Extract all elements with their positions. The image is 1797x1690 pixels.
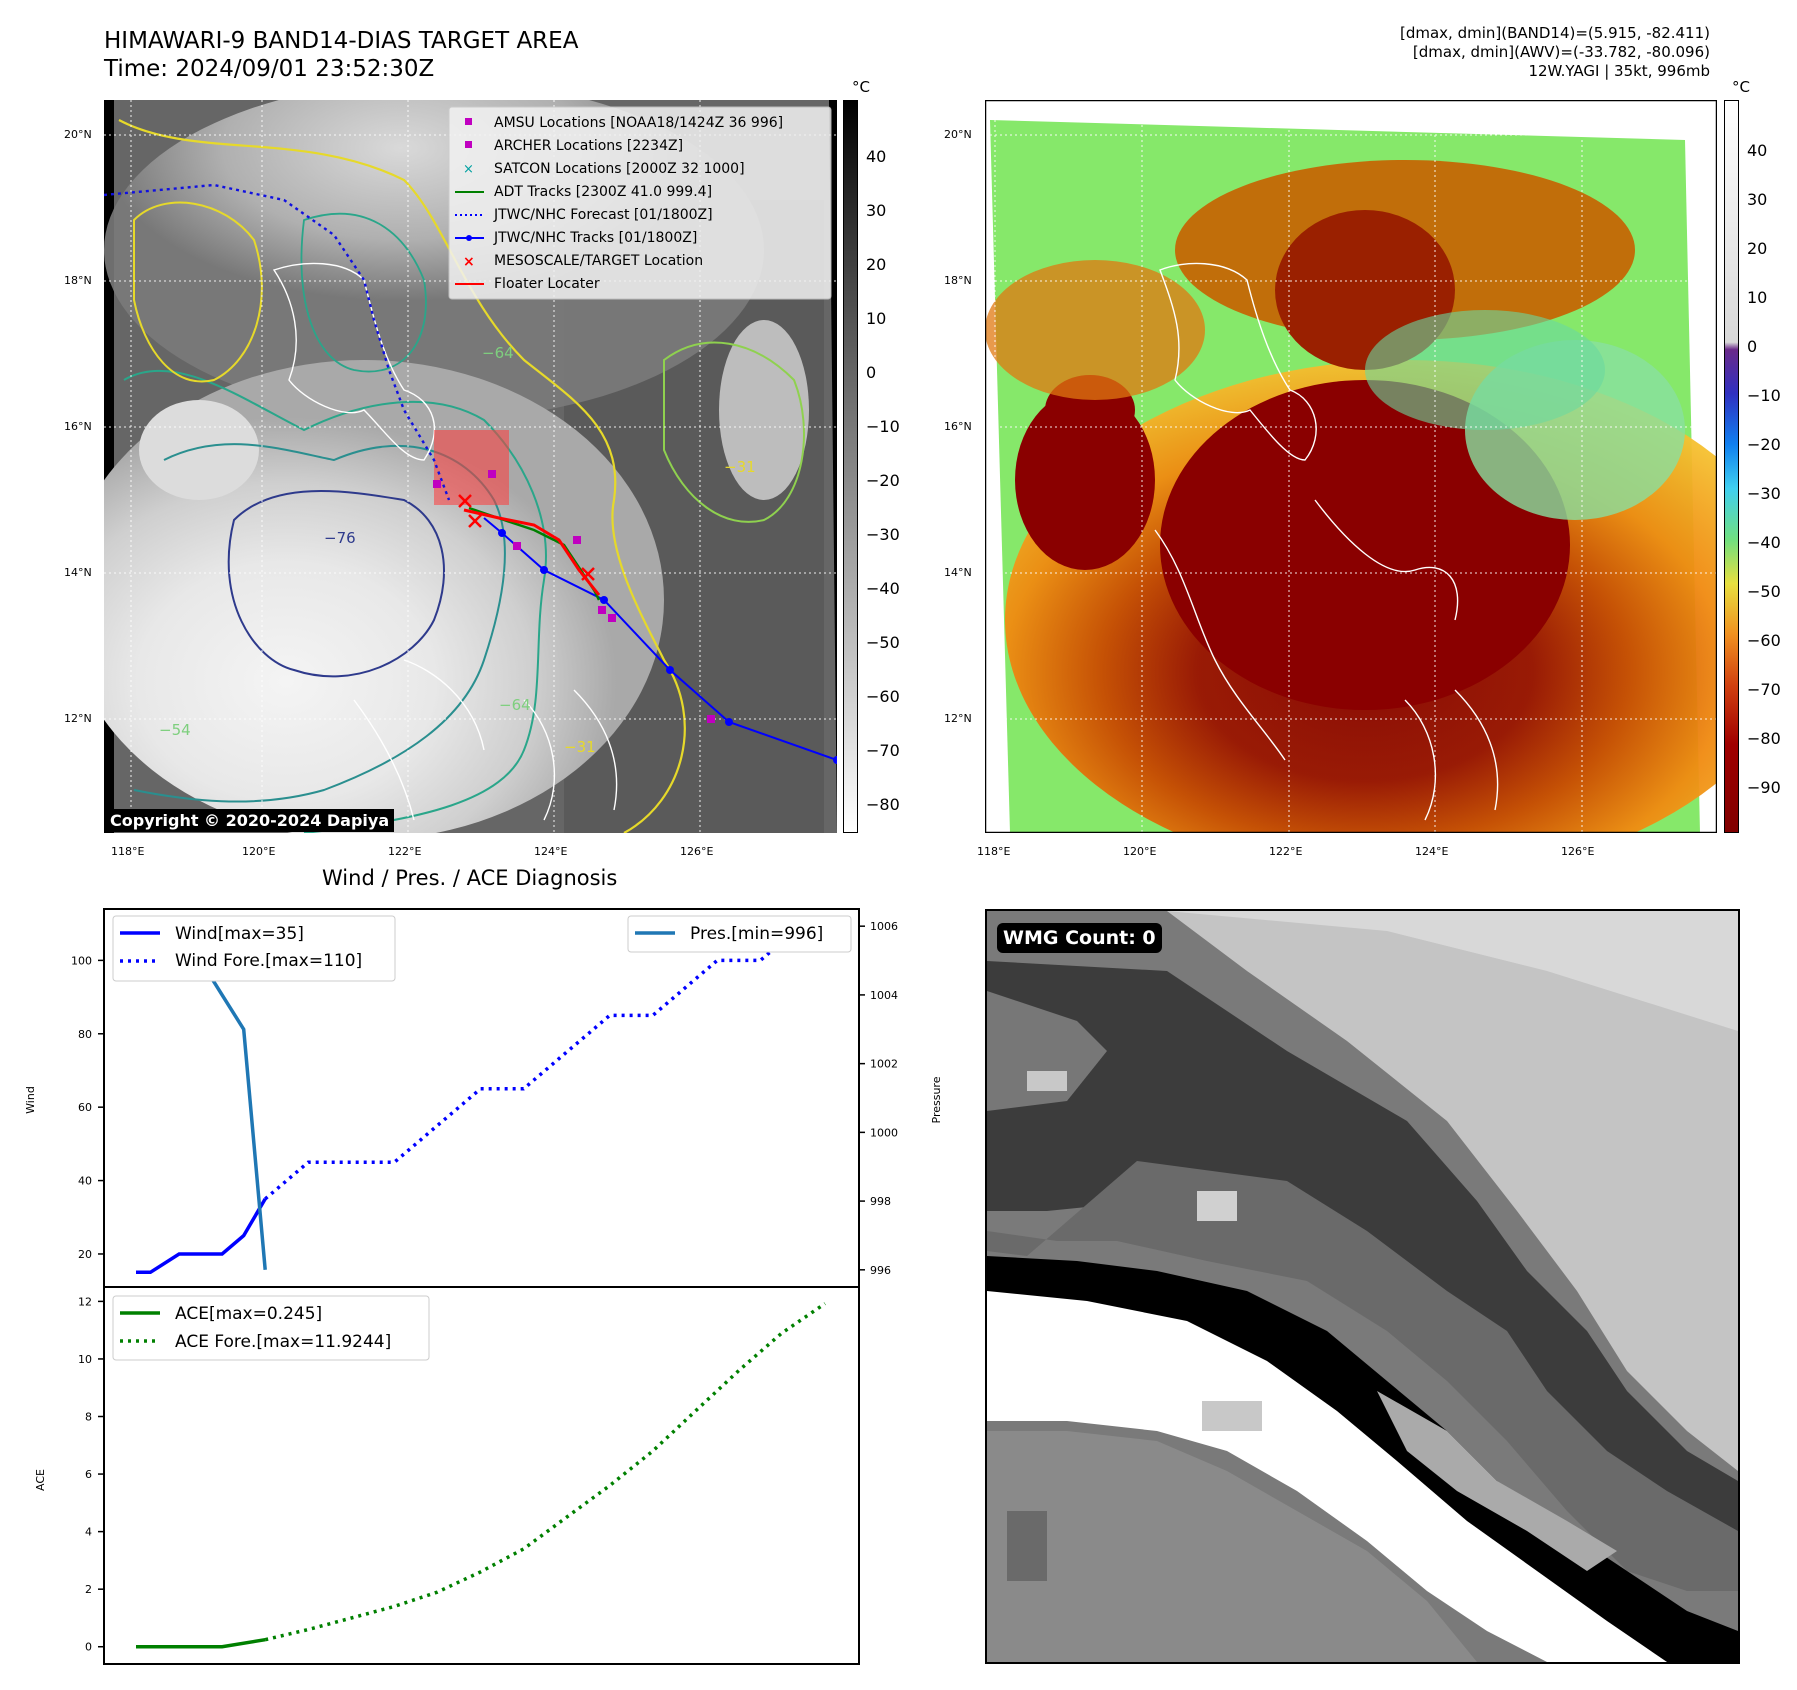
colorbar-unit-band14: °C: [852, 78, 870, 96]
ace-tick-label: 12: [78, 1295, 92, 1308]
legend-jtwc-tracks: JTWC/NHC Tracks [01/1800Z]: [493, 230, 697, 246]
legend-satcon: SATCON Locations [2000Z 32 1000]: [494, 161, 745, 177]
colorbar-band14: [843, 100, 858, 833]
legend-archer: ARCHER Locations [2234Z]: [494, 138, 683, 154]
copyright-label: Copyright © 2020-2024 Dapiya: [105, 809, 395, 832]
svg-text:−64: −64: [499, 696, 531, 714]
floater-locater: [463, 508, 601, 596]
pressure-axis-label: Pressure: [930, 1076, 940, 1123]
info-band14: [dmax, dmin](BAND14)=(5.915, -82.411): [1399, 24, 1710, 42]
ace-tick-label: 4: [85, 1526, 92, 1539]
pressure-tick-label: 1006: [870, 920, 898, 933]
map-legend: [448, 106, 832, 300]
wind-tick-label: 100: [71, 954, 92, 967]
pressure-tick-label: 1004: [870, 989, 898, 1002]
pressure-tick-label: 996: [870, 1264, 891, 1277]
lat-label-18n: 18°N: [64, 274, 92, 287]
lon-label-124e: 124°E: [534, 845, 568, 858]
ace-legend: [112, 1295, 430, 1361]
svg-text:−31: −31: [564, 738, 596, 756]
svg-text:×: ×: [463, 254, 475, 270]
target-area-box: [434, 430, 509, 505]
colorbar-awv: [1724, 100, 1739, 833]
awv-map: [984, 99, 1797, 880]
legend-target-location: MESOSCALE/TARGET Location: [494, 253, 703, 269]
wind-axis-label: Wind: [24, 1086, 37, 1114]
ace-tick-label: 8: [85, 1411, 92, 1424]
wmg-image: [987, 911, 1738, 1662]
awv-lat-label-14n: 14°N: [944, 566, 972, 579]
wind-legend: [112, 915, 396, 982]
jtwc-forecast-track: [103, 183, 451, 501]
ace-tick-label: 6: [85, 1468, 92, 1481]
ace-series-line: [136, 1637, 266, 1649]
colorbar-unit-awv: °C: [1732, 78, 1750, 96]
awv-lon-label-122e: 122°E: [1269, 845, 1303, 858]
svg-text:−76: −76: [324, 529, 356, 547]
awv-lon-label-118e: 118°E: [977, 845, 1011, 858]
wind-forecast-series-line: [264, 921, 825, 1201]
svg-text:−54: −54: [159, 721, 191, 739]
ace-legend-label: ACE[max=0.245]: [175, 1304, 322, 1324]
legend-floater: Floater Locater: [494, 276, 600, 292]
awv-map-panel: [984, 99, 1797, 880]
lon-label-118e: 118°E: [111, 845, 145, 858]
pressure-tick-label: 998: [870, 1195, 891, 1208]
lat-label-12n: 12°N: [64, 712, 92, 725]
awv-lon-label-126e: 126°E: [1561, 845, 1595, 858]
pres-legend-label: Pres.[min=996]: [690, 924, 823, 944]
pres-legend: [627, 915, 852, 953]
ace-forecast-series-line: [264, 1302, 826, 1642]
figure-title: HIMAWARI-9 BAND14-DIAS TARGET AREA: [104, 28, 579, 54]
info-awv: [dmax, dmin](AWV)=(-33.782, -80.096): [1412, 43, 1710, 61]
awv-lon-label-124e: 124°E: [1415, 845, 1449, 858]
legend-adt: ADT Tracks [2300Z 41.0 999.4]: [494, 184, 712, 200]
wmg-panel: WMG Count: 0: [985, 909, 1740, 1664]
svg-text:×: ×: [463, 162, 474, 177]
lat-label-20n: 20°N: [64, 128, 92, 141]
legend-jtwc-forecast: JTWC/NHC Forecast [01/1800Z]: [493, 207, 713, 223]
ace-fore-legend-label: ACE Fore.[max=11.9244]: [175, 1332, 391, 1352]
colorbar-band14-ticks: 40 30 20 10 0 −10 −20 −30 −40 −50 −60 −7…: [866, 147, 900, 814]
ace-tick-label: 2: [85, 1583, 92, 1596]
pressure-tick-label: 1002: [870, 1058, 898, 1071]
awv-lat-label-12n: 12°N: [944, 712, 972, 725]
diagnosis-title: Wind / Pres. / ACE Diagnosis: [322, 866, 618, 890]
awv-lat-label-18n: 18°N: [944, 274, 972, 287]
wmg-count-label: WMG Count: 0: [997, 923, 1162, 953]
svg-text:−31: −31: [724, 458, 756, 476]
lat-label-16n: 16°N: [64, 420, 92, 433]
wind-tick-label: 40: [78, 1175, 92, 1188]
ace-tick-label: 0: [85, 1641, 92, 1654]
ace-axis-label: ACE: [34, 1469, 47, 1491]
band14-map: −54 −64 −76 −64 −31 −31 AMSU Locations […: [64, 80, 841, 840]
wind-legend-label: Wind[max=35]: [175, 924, 304, 944]
band14-map-panel: −54 −64 −76 −64 −31 −31 AMSU Locations […: [64, 80, 841, 840]
colorbar-awv-ticks: 40 30 20 10 0 −10 −20 −30 −40 −50 −60 −7…: [1747, 141, 1781, 797]
svg-text:−64: −64: [482, 344, 514, 362]
lon-label-120e: 120°E: [242, 845, 276, 858]
awv-lat-label-16n: 16°N: [944, 420, 972, 433]
legend-amsu: AMSU Locations [NOAA18/1424Z 36 996]: [494, 115, 783, 131]
pressure-tick-label: 1000: [870, 1126, 898, 1139]
awv-lat-label-20n: 20°N: [944, 128, 972, 141]
wind-series-line: [136, 1198, 267, 1275]
wind-tick-label: 20: [78, 1248, 92, 1261]
wind-tick-label: 80: [78, 1028, 92, 1041]
lat-label-14n: 14°N: [64, 566, 92, 579]
wind-fore-legend-label: Wind Fore.[max=110]: [175, 951, 362, 971]
wind-tick-label: 60: [78, 1101, 92, 1114]
lon-label-126e: 126°E: [680, 845, 714, 858]
ace-tick-label: 10: [78, 1353, 92, 1366]
awv-lon-label-120e: 120°E: [1123, 845, 1157, 858]
figure-time: Time: 2024/09/01 23:52:30Z: [104, 56, 435, 82]
lon-label-122e: 122°E: [388, 845, 422, 858]
info-storm: 12W.YAGI | 35kt, 996mb: [1528, 62, 1710, 80]
